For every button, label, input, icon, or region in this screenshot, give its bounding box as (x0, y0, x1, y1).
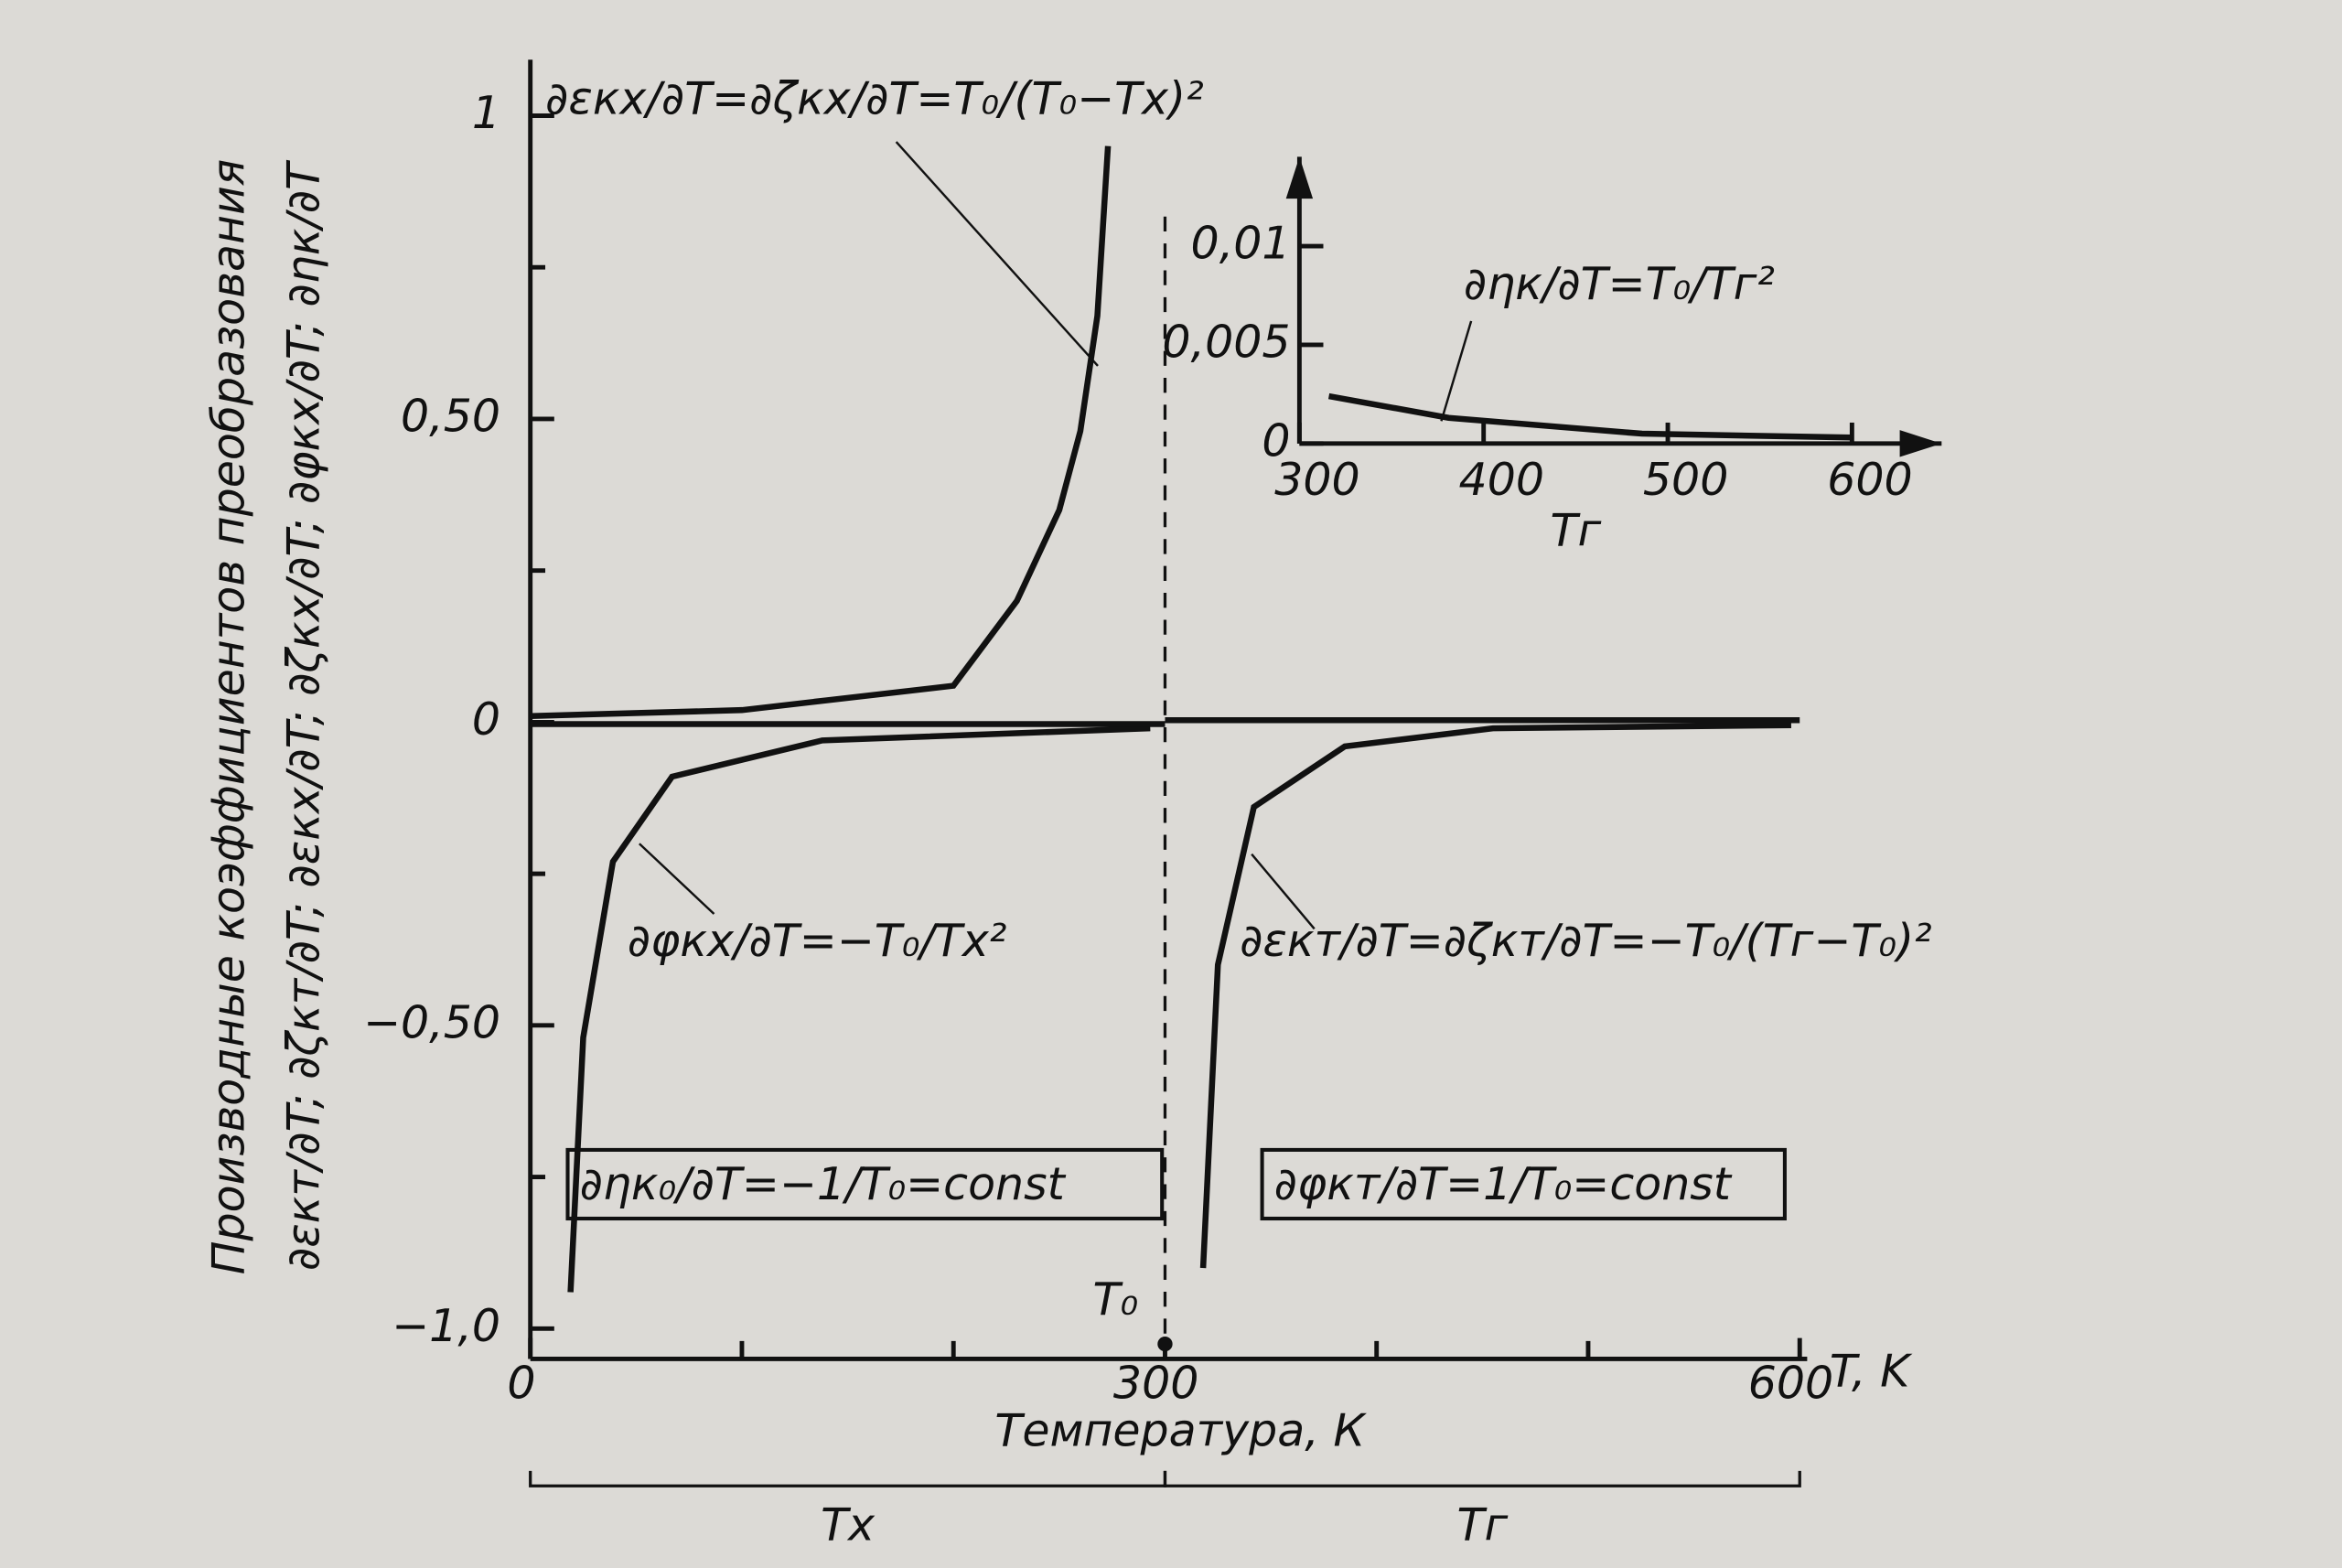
x-tick-label: 0 (507, 1357, 535, 1409)
leader-line (895, 141, 1099, 367)
x-tick-label: 500 (1643, 454, 1728, 506)
x-axis-title: Tг (1551, 504, 1602, 556)
series-label: ∂εкт/∂T=∂ζкт/∂T=−T₀/(Tг−T₀)² (1240, 915, 1932, 967)
x-tick-label: 400 (1459, 454, 1544, 506)
x-unit-label: T, K (1830, 1345, 1913, 1397)
y-axis-title: ∂εкт/∂T; ∂ζкт/∂T; ∂εкх/∂T; ∂ζкх/∂T; ∂φкх… (277, 159, 329, 1271)
y-tick-label: −0,50 (363, 996, 500, 1048)
leader-line (1440, 320, 1473, 422)
y-axis-title: Производные коэффициентов преобразования (203, 159, 255, 1275)
range-label: Tх (821, 1498, 876, 1551)
data-line (1199, 722, 1791, 1269)
range-bracket (1163, 1470, 1801, 1487)
y-tick-label: 0 (1262, 414, 1290, 467)
x-tick-label: 300 (1274, 454, 1359, 506)
y-tick-label: 1 (472, 87, 500, 139)
x-tick-label: 300 (1113, 1357, 1198, 1409)
axis-arrow (1285, 156, 1314, 199)
series-label: ∂ηк₀/∂T=−1/T₀=const (580, 1158, 1067, 1210)
marker-label: T₀ (1093, 1273, 1139, 1326)
y-tick-label: −1,0 (392, 1300, 500, 1352)
axis-arrow (1899, 430, 1942, 457)
data-line (567, 725, 1151, 1293)
series-label: ∂φкт/∂T=1/T₀=const (1274, 1158, 1733, 1210)
y-tick-label: 0,50 (401, 390, 500, 442)
leader-line (639, 843, 715, 915)
y-tick-label: 0,01 (1191, 218, 1291, 270)
data-line (1327, 392, 1853, 441)
x-tick-label: 600 (1748, 1357, 1833, 1409)
range-label: Tг (1457, 1498, 1509, 1551)
label-box (1260, 1147, 1787, 1221)
x-tick-label: 600 (1827, 454, 1912, 506)
y-tick-label: 0,005 (1162, 316, 1290, 368)
series-label: ∂φкх/∂T=−T₀/Tх² (628, 915, 1007, 967)
y-tick-label: 0 (472, 693, 500, 746)
series-label: ∂εкх/∂T=∂ζкх/∂T=T₀/(T₀−Tх)² (545, 73, 1204, 125)
series-label: ∂ηк/∂T=T₀/Tг² (1464, 258, 1775, 310)
data-line (530, 145, 1112, 719)
x-axis-title: Температура, К (994, 1405, 1367, 1457)
leader-line (1251, 853, 1316, 930)
label-box (565, 1147, 1165, 1221)
marker-dot (1157, 1336, 1173, 1352)
